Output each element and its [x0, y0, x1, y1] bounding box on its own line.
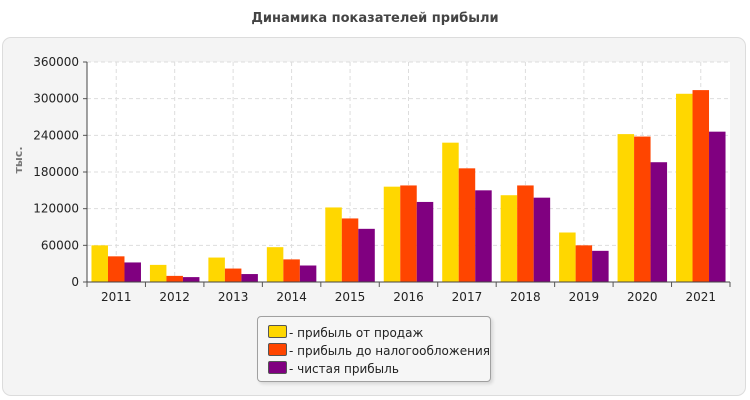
bar-2019-series-1 [559, 232, 576, 282]
bar-2011-series-3 [124, 262, 141, 282]
bar-2011-series-1 [91, 245, 108, 282]
bar-2014-series-2 [283, 259, 300, 282]
legend-label: - чистая прибыль [289, 362, 399, 376]
y-tick-label: 60000 [41, 238, 79, 252]
bar-2011-series-2 [107, 256, 125, 282]
bar-2017-series-1 [442, 142, 459, 282]
bar-2012-series-3 [182, 277, 200, 282]
y-tick-label: 0 [71, 275, 79, 289]
y-tick-labels: 0 60000 120000 180000 240000 300000 360000 [33, 55, 79, 289]
bar-2019-series-3 [592, 250, 609, 282]
bar-2012-series-2 [166, 275, 183, 282]
legend: - прибыль от продаж - прибыль до налогоо… [257, 316, 491, 382]
bar-2021-series-3 [709, 131, 726, 282]
bar-2016-series-3 [416, 201, 434, 282]
bar-2014-series-1 [266, 247, 284, 282]
bar-2014-series-3 [299, 265, 317, 282]
y-tick-label: 180000 [33, 165, 79, 179]
bar-2018-series-3 [533, 197, 551, 282]
x-tick-label: 2021 [685, 290, 716, 304]
bar-2012-series-1 [149, 264, 167, 282]
bar-2013-series-2 [224, 268, 242, 282]
bar-2013-series-1 [208, 257, 225, 282]
x-tick-label: 2020 [627, 290, 658, 304]
bar-2017-series-2 [458, 168, 476, 282]
legend-swatch-sales-profit [268, 325, 287, 338]
y-tick-label: 300000 [33, 92, 79, 106]
bars [91, 90, 726, 283]
bar-2015-series-2 [341, 218, 359, 282]
x-tick-label: 2018 [510, 290, 541, 304]
legend-item-sales-profit: - прибыль от продаж [268, 324, 490, 342]
y-tick-label: 360000 [33, 55, 79, 69]
x-tick-label: 2013 [218, 290, 249, 304]
bar-2018-series-1 [500, 195, 518, 282]
bar-2013-series-3 [241, 274, 258, 282]
x-tick-label: 2011 [101, 290, 132, 304]
y-axis-label: тыс. [12, 146, 25, 173]
legend-label: - прибыль до налогообложения [289, 344, 490, 358]
bar-2015-series-1 [325, 207, 342, 282]
bar-2020-series-2 [634, 136, 651, 282]
bar-2019-series-2 [575, 245, 593, 282]
x-tick-labels: 2011 2012 2013 2014 2015 2016 2017 2018 2019 2020… [101, 290, 716, 304]
bar-2015-series-3 [358, 228, 375, 282]
x-tick-label: 2017 [452, 290, 483, 304]
x-tick-label: 2019 [569, 290, 600, 304]
x-tick-label: 2012 [159, 290, 190, 304]
bar-2017-series-3 [475, 190, 492, 282]
y-tick-label: 120000 [33, 202, 79, 216]
x-tick-label: 2014 [276, 290, 307, 304]
bar-2020-series-1 [617, 134, 635, 282]
legend-swatch-pretax-profit [268, 343, 287, 356]
axes [83, 61, 731, 287]
y-tick-label: 240000 [33, 128, 79, 142]
bar-2018-series-2 [517, 185, 534, 282]
bar-2020-series-3 [650, 162, 668, 282]
bar-2021-series-1 [676, 93, 693, 283]
bar-2016-series-2 [400, 185, 417, 282]
bar-2016-series-1 [383, 186, 401, 282]
x-tick-label: 2016 [393, 290, 424, 304]
legend-label: - прибыль от продаж [289, 326, 424, 340]
legend-swatch-net-profit [268, 361, 287, 374]
legend-item-pretax-profit: - прибыль до налогообложения [268, 342, 490, 360]
bar-2021-series-2 [692, 90, 710, 282]
legend-item-net-profit: - чистая прибыль [268, 360, 490, 378]
chart-title: Динамика показателей прибыли [251, 11, 499, 26]
x-tick-label: 2015 [335, 290, 366, 304]
